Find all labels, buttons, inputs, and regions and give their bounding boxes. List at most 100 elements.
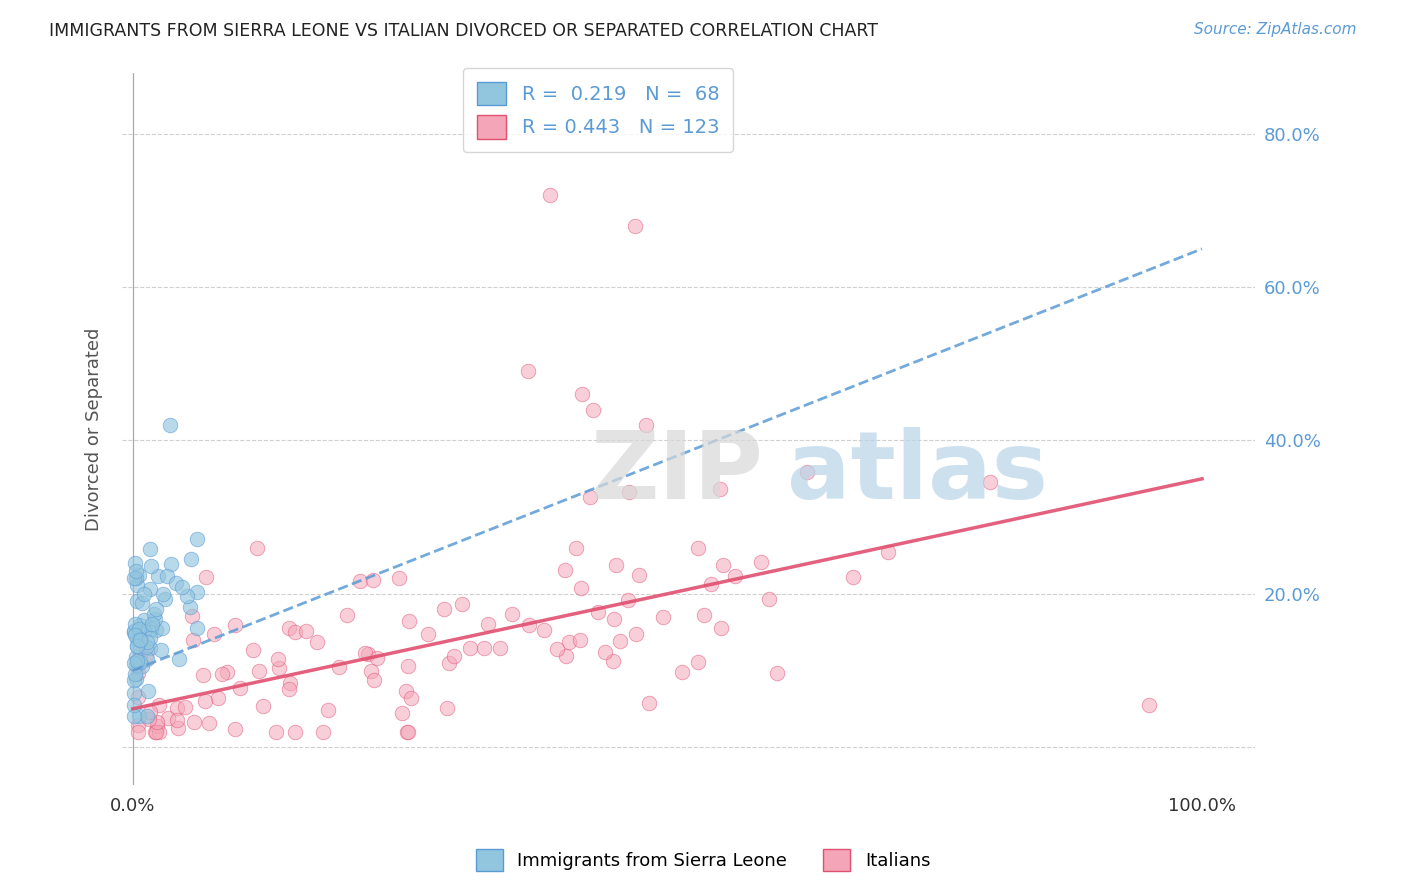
Point (634, 418, 657, 433)
Point (460, 640, 482, 655)
Point (398, 614, 420, 628)
Point (366, 650, 388, 665)
Legend: R =  0.219   N =  68, R = 0.443   N = 123: R = 0.219 N = 68, R = 0.443 N = 123 (464, 68, 733, 153)
Point (122, 709, 145, 723)
Point (122, 572, 145, 586)
Point (152, 587, 174, 601)
Point (166, 721, 188, 735)
Point (269, 661, 291, 675)
Point (284, 724, 307, 739)
Point (122, 686, 145, 700)
Point (139, 622, 162, 636)
Point (360, 664, 382, 678)
Point (124, 556, 146, 570)
Point (391, 706, 413, 720)
Point (167, 652, 190, 666)
Point (125, 654, 148, 668)
Point (148, 698, 170, 712)
Point (179, 599, 201, 614)
Point (228, 681, 250, 696)
Point (124, 698, 146, 712)
Point (148, 724, 170, 739)
Point (125, 649, 148, 664)
Point (796, 465, 818, 479)
Point (170, 580, 193, 594)
Point (128, 709, 150, 723)
Point (136, 652, 159, 666)
Point (349, 574, 371, 588)
Point (173, 700, 195, 714)
Point (224, 723, 246, 737)
Point (193, 667, 215, 681)
Point (688, 655, 710, 669)
Point (125, 564, 148, 578)
Point (841, 570, 863, 584)
Point (396, 724, 419, 739)
Point (396, 724, 419, 739)
Point (131, 659, 153, 673)
Point (150, 643, 173, 657)
Point (595, 645, 617, 659)
Point (538, 188, 561, 202)
Point (307, 634, 329, 648)
Point (128, 622, 150, 636)
Point (122, 673, 145, 687)
Point (136, 683, 159, 698)
Point (554, 563, 576, 577)
Point (357, 647, 380, 661)
Point (555, 648, 578, 663)
Point (129, 632, 152, 647)
Y-axis label: Divorced or Separated: Divorced or Separated (86, 327, 103, 531)
Point (128, 655, 150, 669)
Point (710, 622, 733, 636)
Point (124, 571, 146, 585)
Point (143, 724, 166, 739)
Point (436, 701, 458, 715)
Point (139, 558, 162, 573)
Point (132, 613, 155, 627)
Point (617, 485, 640, 500)
Point (568, 633, 591, 648)
Point (180, 552, 202, 566)
Point (127, 724, 149, 739)
Point (127, 718, 149, 732)
Point (581, 402, 603, 417)
Point (247, 664, 270, 678)
Point (565, 541, 588, 555)
Point (758, 592, 780, 607)
Point (637, 696, 659, 710)
Point (150, 621, 173, 635)
Point (135, 635, 157, 649)
Point (398, 659, 420, 673)
Point (198, 716, 221, 731)
Text: ZIP: ZIP (591, 426, 763, 519)
Point (157, 711, 180, 725)
Point (194, 570, 217, 584)
Point (131, 596, 153, 610)
Point (217, 665, 239, 679)
Point (139, 582, 162, 596)
Point (277, 681, 299, 696)
Point (127, 665, 149, 680)
Point (264, 724, 287, 739)
Point (401, 690, 423, 705)
Point (242, 643, 264, 657)
Point (211, 666, 233, 681)
Point (207, 691, 229, 706)
Point (153, 592, 176, 607)
Point (605, 558, 627, 572)
Point (363, 573, 385, 587)
Point (749, 555, 772, 569)
Point (135, 648, 157, 662)
Point (129, 646, 152, 660)
Point (141, 617, 163, 632)
Point (489, 641, 512, 656)
Point (388, 570, 411, 584)
Text: atlas: atlas (787, 426, 1049, 519)
Point (125, 672, 148, 686)
Point (129, 633, 152, 648)
Point (353, 646, 375, 660)
Point (877, 545, 900, 559)
Point (145, 724, 167, 739)
Point (193, 694, 215, 708)
